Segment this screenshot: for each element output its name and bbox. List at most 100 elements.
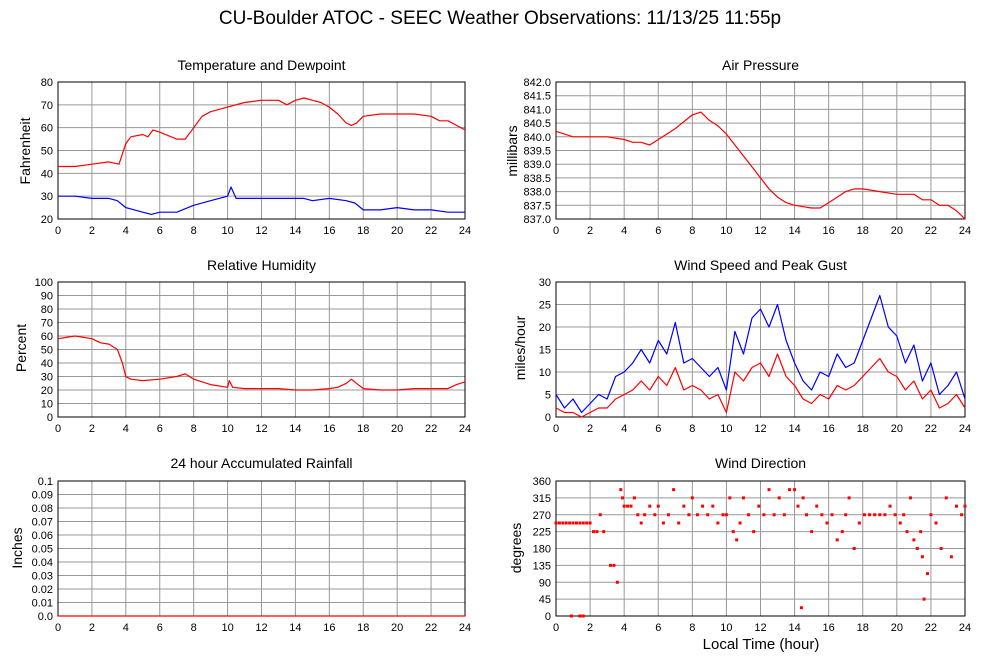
dir-point (690, 496, 694, 500)
rh-ytick-label: 70 (41, 318, 53, 330)
dir-point (799, 606, 803, 610)
dir-point (825, 521, 829, 525)
wind-xtick-label: 16 (823, 423, 835, 435)
dir-point (939, 547, 943, 550)
rain-xtick-label: 10 (221, 622, 233, 634)
dir-point (682, 504, 686, 508)
dir-point (568, 521, 572, 525)
rain-ytick-label: 0.03 (32, 571, 53, 583)
dir-plot-frame (555, 480, 966, 617)
dir-point (578, 521, 582, 525)
wind-ytick-label: 5 (545, 390, 551, 402)
rh-xtick-label: 8 (191, 423, 197, 435)
dir-point (632, 496, 636, 500)
dir-point (777, 496, 781, 500)
dir-xtick-label: 18 (857, 622, 869, 634)
dir-point (787, 488, 791, 492)
temp-chart-title: Temperature and Dewpoint (177, 57, 346, 73)
pres-xtick-label: 12 (754, 225, 766, 237)
wind-ytick-label: 30 (539, 277, 551, 289)
dir-point (695, 513, 699, 517)
temp-xtick-label: 12 (255, 225, 267, 237)
dir-point (639, 521, 643, 525)
dir-point (636, 513, 640, 517)
rh-series-0-line (57, 335, 466, 391)
dir-point (926, 572, 930, 576)
dir-point (888, 504, 892, 508)
dir-point (574, 521, 578, 525)
dir-point (762, 513, 766, 517)
dir-point (612, 563, 616, 567)
pres-ytick-label: 839.0 (523, 159, 551, 171)
dir-point (661, 521, 665, 525)
temp-series-0-line (58, 97, 466, 168)
dir-point (581, 614, 585, 618)
rain-ytick-label: 0.05 (32, 544, 53, 556)
dir-point (615, 580, 619, 584)
pres-ytick-label: 837.0 (523, 214, 551, 226)
pres-plot-frame (555, 81, 966, 220)
dir-point (561, 521, 565, 525)
rh-ytick-label: 40 (41, 358, 53, 370)
dir-xtick-label: 22 (925, 622, 937, 634)
temp-xtick-label: 6 (157, 225, 163, 237)
wind-xtick-label: 2 (587, 423, 593, 435)
dir-point (728, 496, 732, 500)
dir-point (782, 513, 786, 517)
dir-ytick-label: 45 (539, 594, 551, 606)
rain-xtick-label: 18 (357, 622, 369, 634)
temp-xtick-label: 18 (357, 225, 369, 237)
dir-ytick-label: 180 (533, 544, 551, 556)
temp-series-1-line (58, 186, 465, 215)
dir-point (805, 513, 809, 517)
dir-ytick-label: 360 (533, 476, 551, 488)
dir-ytick-label: 0 (545, 611, 551, 623)
dir-point (944, 496, 948, 500)
dir-point (772, 513, 776, 517)
dir-point (840, 530, 844, 534)
rain-chart: 0.00.01 0.020.03 0.040.05 0.060.07 0.080.09 0… (32, 476, 472, 634)
rain-xtick-label: 8 (191, 622, 197, 634)
wind-xtick-label: 4 (621, 423, 627, 435)
dir-ytick-label: 225 (533, 527, 551, 539)
dir-point (929, 513, 933, 517)
dir-point (711, 504, 715, 508)
temp-ytick-label: 40 (41, 168, 53, 180)
dir-point (920, 555, 924, 559)
rh-ytick-label: 20 (41, 385, 53, 397)
rain-xtick-label: 2 (89, 622, 95, 634)
dir-point (598, 513, 602, 517)
dir-point (569, 614, 573, 618)
temp-xtick-label: 2 (89, 225, 95, 237)
pres-xtick-label: 8 (689, 225, 695, 237)
wind-ytick-label: 20 (539, 322, 551, 334)
rh-xtick-label: 24 (459, 423, 471, 435)
dir-point (835, 538, 839, 542)
dir-point (830, 513, 834, 517)
temp-plot-frame (57, 81, 466, 220)
pres-xtick-label: 2 (587, 225, 593, 237)
rain-ytick-label: 0.01 (32, 598, 53, 610)
dir-point (581, 521, 585, 525)
dir-xtick-label: 14 (788, 622, 800, 634)
wind-series-1-line (555, 353, 966, 418)
wind-xtick-label: 10 (720, 423, 732, 435)
temp-ytick-label: 70 (41, 100, 53, 112)
wind-xtick-label: 14 (788, 423, 800, 435)
dir-point (747, 513, 751, 517)
rain-ytick-label: 0.08 (32, 503, 53, 515)
dir-point (672, 488, 676, 492)
rain-ytick-label: 0.06 (32, 530, 53, 542)
wind-xtick-label: 0 (553, 423, 559, 435)
rh-xtick-label: 2 (89, 423, 95, 435)
wind-xtick-label: 6 (655, 423, 661, 435)
dir-point (602, 530, 606, 534)
temp-ytick-label: 80 (41, 77, 53, 89)
pres-ytick-label: 840.5 (523, 118, 551, 130)
wind-xtick-label: 18 (857, 423, 869, 435)
dir-xtick-label: 0 (553, 622, 559, 634)
rain-ytick-label: 0.02 (32, 584, 53, 596)
dir-point (731, 530, 735, 534)
rh-xtick-label: 14 (289, 423, 301, 435)
